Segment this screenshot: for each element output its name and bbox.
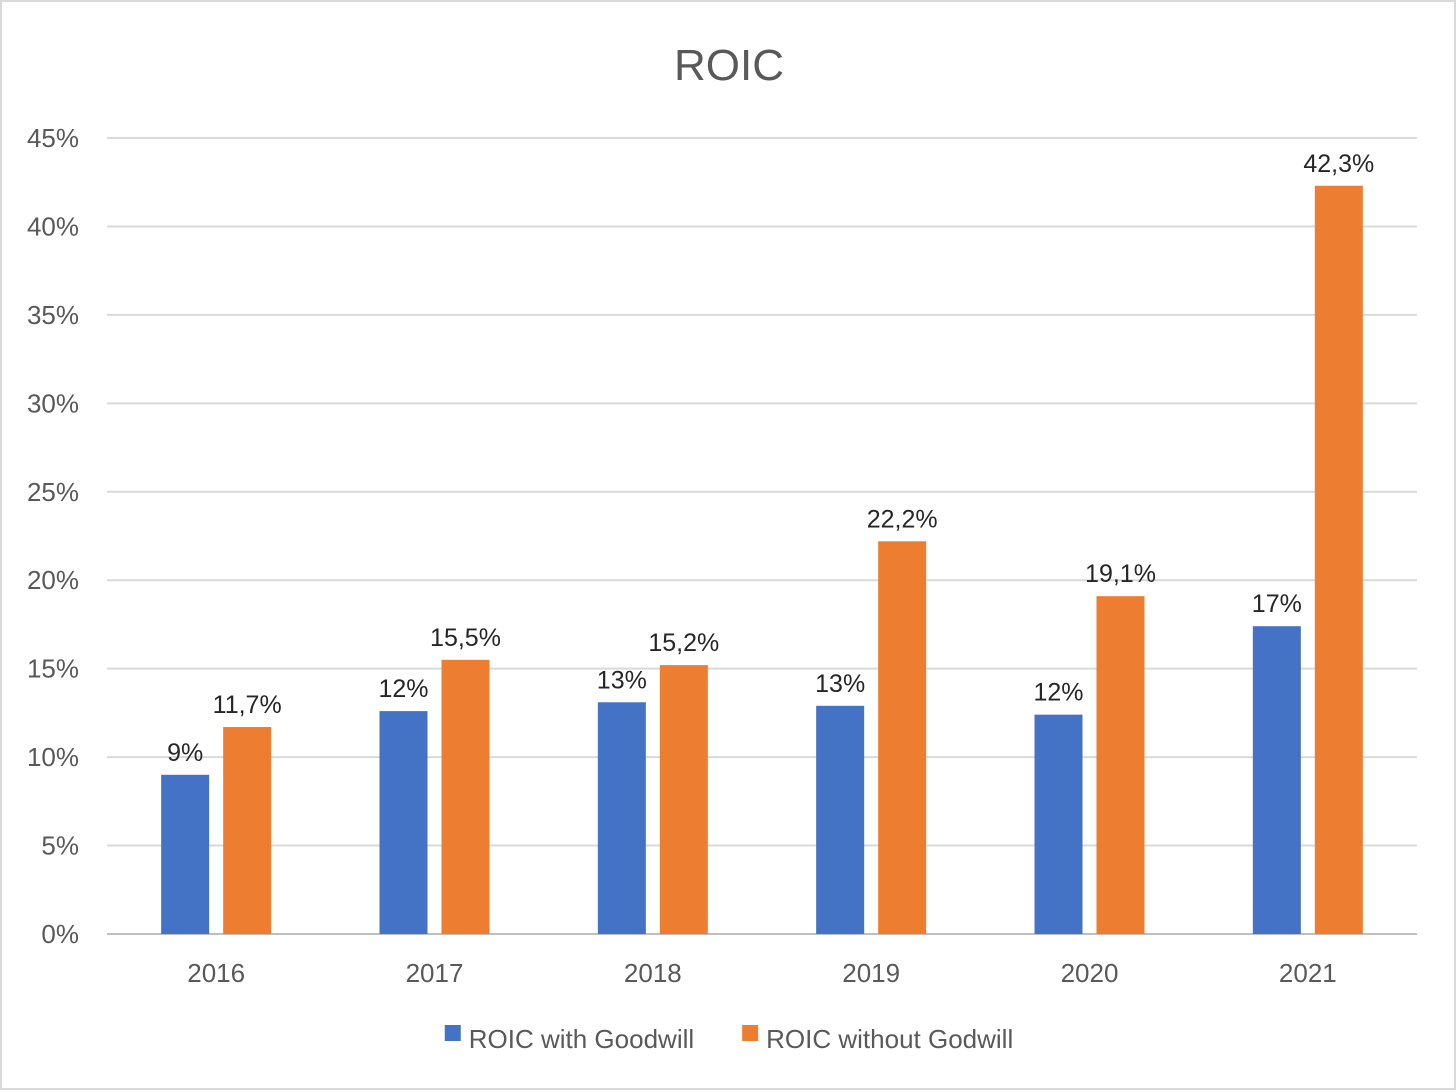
bars <box>161 185 1363 934</box>
y-tick-label: 25% <box>27 477 79 507</box>
x-tick-label: 2016 <box>187 958 245 988</box>
data-label: 13% <box>597 666 647 694</box>
legend-label: ROIC with Goodwill <box>469 1024 694 1054</box>
data-label: 15,2% <box>648 629 719 657</box>
y-tick-label: 30% <box>27 388 79 418</box>
bar-with-goodwill-2018 <box>597 702 646 934</box>
legend-swatch <box>742 1025 759 1041</box>
y-tick-label: 20% <box>27 565 79 595</box>
bar-with-goodwill-2019 <box>816 705 865 934</box>
y-tick-label: 10% <box>27 742 79 772</box>
data-label: 12% <box>378 675 428 703</box>
legend: ROIC with Goodwill ROIC without Godwill <box>444 1024 1013 1054</box>
x-tick-label: 2018 <box>624 958 682 988</box>
data-label: 12% <box>1033 679 1083 707</box>
y-tick-label: 35% <box>27 300 79 330</box>
legend-label: ROIC without Godwill <box>766 1024 1013 1054</box>
bar-without-godwill-2018 <box>659 665 708 934</box>
data-labels: 9%11,7%12%15,5%13%15,2%13%22,2%12%19,1%1… <box>167 150 1374 767</box>
data-label: 19,1% <box>1085 560 1156 588</box>
x-tick-label: 2021 <box>1279 958 1337 988</box>
legend-item-with-goodwill: ROIC with Goodwill <box>444 1024 694 1054</box>
data-label: 11,7% <box>213 691 282 719</box>
y-axis-ticks: 0% 5% 10% 15% 20% 25% 30% 35% 40% 45% <box>27 123 79 949</box>
bar-without-godwill-2017 <box>441 659 490 934</box>
data-label: 42,3% <box>1303 150 1374 178</box>
bar-without-godwill-2016 <box>223 727 272 934</box>
x-tick-label: 2019 <box>842 958 900 988</box>
gridlines <box>107 137 1417 935</box>
bar-without-godwill-2020 <box>1096 596 1145 934</box>
legend-item-without-godwill: ROIC without Godwill <box>742 1024 1013 1054</box>
data-label: 13% <box>815 670 865 698</box>
data-label: 9% <box>167 739 203 767</box>
bar-with-goodwill-2021 <box>1252 626 1301 934</box>
chart-title: ROIC <box>674 41 784 90</box>
bar-with-goodwill-2020 <box>1034 714 1083 934</box>
x-tick-label: 2020 <box>1061 958 1119 988</box>
data-label: 22,2% <box>867 505 938 533</box>
data-label: 15,5% <box>430 624 501 652</box>
y-tick-label: 0% <box>41 919 79 949</box>
y-tick-label: 45% <box>27 123 79 153</box>
y-tick-label: 5% <box>41 831 79 861</box>
x-axis-ticks: 2016 2017 2018 2019 2020 2021 <box>187 958 1337 988</box>
bar-with-goodwill-2017 <box>379 711 428 934</box>
bar-without-godwill-2019 <box>878 541 927 934</box>
bar-without-godwill-2021 <box>1314 185 1363 934</box>
y-tick-label: 15% <box>27 654 79 684</box>
legend-swatch <box>444 1025 461 1041</box>
data-label: 17% <box>1252 590 1302 618</box>
y-tick-label: 40% <box>27 211 79 241</box>
bar-with-goodwill-2016 <box>161 774 210 934</box>
x-tick-label: 2017 <box>406 958 464 988</box>
